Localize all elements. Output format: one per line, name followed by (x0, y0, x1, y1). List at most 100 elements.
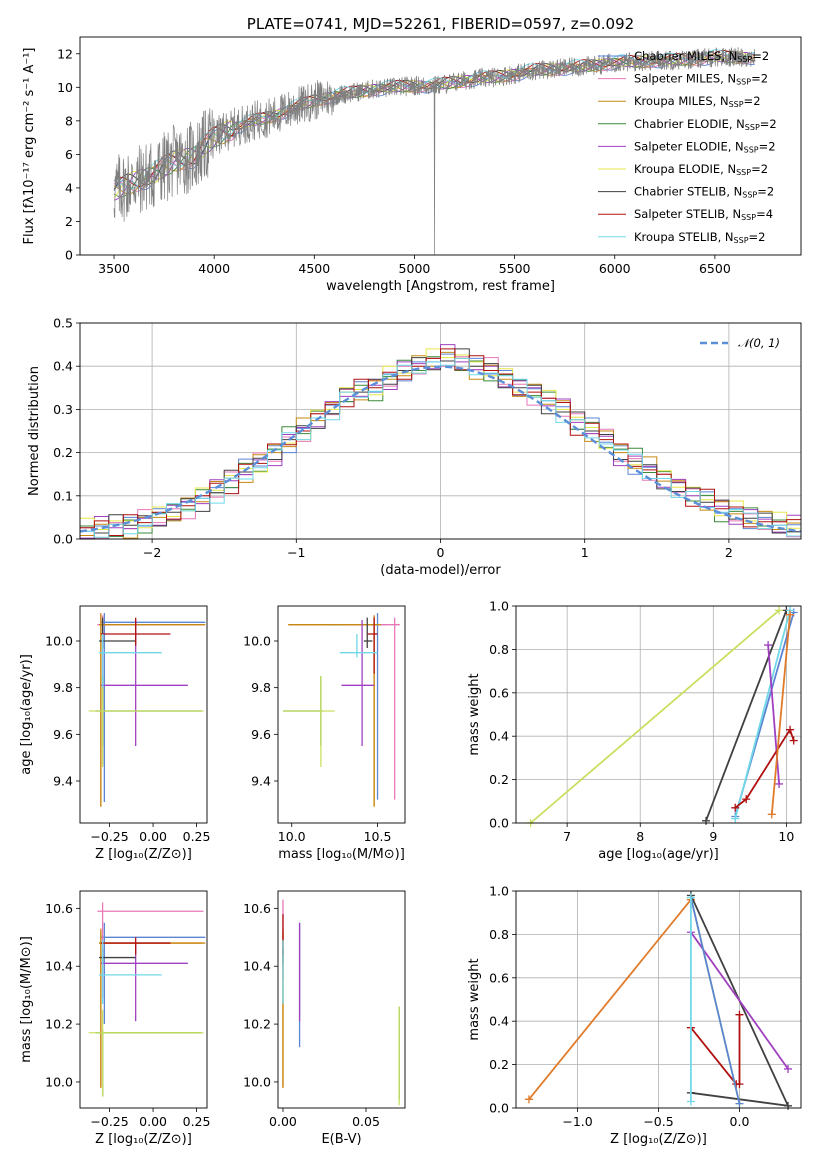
plot-area (89, 613, 206, 807)
y-tick-label: 0.0 (489, 816, 509, 831)
x-tick-label: 0.25 (183, 1114, 211, 1129)
y-tick-label: 2 (65, 214, 73, 229)
y-axis-label: age [log₁₀(age/yr)] (19, 654, 34, 775)
y-tick-label: 8 (65, 113, 73, 128)
legend-model-name: Chabrier ELODIE (634, 117, 729, 131)
x-tick-label: 0.05 (352, 1114, 380, 1129)
y-axis-label: mass [log₁₀(M/M⊙)] (19, 936, 34, 1063)
y-tick-label: 9.6 (53, 727, 73, 742)
legend-nssp-subscript: SSP (734, 236, 749, 245)
y-tick-label: 10.0 (243, 634, 271, 649)
x-tick-label: 0.00 (269, 1114, 297, 1129)
x-tick-label: 1 (581, 545, 589, 560)
x-axis-label: mass [log₁₀(M/M⊙)] (278, 847, 405, 862)
y-tick-label: 0.4 (53, 359, 73, 374)
series-marker (790, 737, 798, 745)
legend-entry: Salpeter STELIB, NSSP=4 (634, 207, 773, 222)
x-axis-label: (data-model)/error (380, 563, 501, 578)
plot-area (283, 613, 400, 807)
mass-vs-metallicity-panel: −0.25 0.00 0.2510.010.210.410.6Z [log₁₀(Z/… (19, 891, 210, 1147)
legend-nssp-value: 2 (762, 49, 769, 63)
legend-nssp-prefix: , N (720, 162, 736, 176)
legend-equals: = (752, 49, 762, 63)
legend-entry: Kroupa ELODIE, NSSP=2 (634, 162, 768, 177)
legend-nssp-value: 2 (758, 230, 765, 244)
x-tick-label: −1 (287, 545, 305, 560)
y-tick-label: 0.6 (489, 685, 509, 700)
x-axis-label: E(B-V) (321, 1132, 361, 1147)
legend-equals: = (749, 230, 759, 244)
y-tick-label: 0.4 (489, 1014, 509, 1029)
x-tick-label: 0.0 (730, 1114, 750, 1129)
x-tick-label: 5500 (499, 261, 531, 276)
plot-area (283, 900, 399, 1105)
x-tick-label: −0.25 (90, 829, 128, 844)
legend-nssp-subscript: SSP (744, 145, 759, 154)
axes-frame (80, 606, 207, 823)
y-tick-label: 10.2 (243, 1017, 271, 1032)
y-tick-label: 10 (57, 80, 73, 95)
y-tick-label: 12 (57, 46, 73, 61)
x-tick-label: −1.0 (562, 1114, 592, 1129)
figure: 3500 4000 4500 5000 5500 6000 6500024681012wav… (0, 0, 819, 1170)
y-tick-label: 0 (65, 248, 73, 263)
legend-nssp-value: 2 (768, 139, 775, 153)
x-tick-label: 5000 (399, 261, 431, 276)
series-marker (735, 1100, 743, 1108)
legend-equals: = (751, 72, 761, 86)
y-tick-label: 4 (65, 180, 73, 195)
y-tick-label: 10.2 (45, 1017, 73, 1032)
x-tick-label: 0 (437, 545, 445, 560)
legend-model-name: Salpeter MILES (634, 72, 720, 86)
legend-nssp-value: 2 (769, 117, 776, 131)
legend-equals: = (760, 117, 770, 131)
spectrum-panel: 3500 4000 4500 5000 5500 6000 6500024681012wav… (22, 15, 801, 294)
legend-nssp-subscript: SSP (741, 213, 756, 222)
x-tick-label: 10.5 (364, 829, 392, 844)
x-axis-label: Z [log₁₀(Z/Z⊙)] (95, 1132, 192, 1147)
legend-model-name: Chabrier STELIB (634, 185, 726, 199)
y-tick-label: 10.0 (45, 634, 73, 649)
y-tick-label: 10.4 (45, 959, 73, 974)
legend-nssp-value: 2 (761, 72, 768, 86)
y-axis-label: Flux [fλ10⁻¹⁷ erg cm⁻² s⁻¹ A⁻¹] (22, 48, 37, 245)
x-tick-label: 2 (725, 545, 733, 560)
legend-equals: = (757, 185, 767, 199)
legend-nssp-prefix: , N (721, 49, 737, 63)
legend-model-name: Chabrier MILES (634, 49, 721, 63)
x-tick-label: 9 (709, 829, 717, 844)
legend-equals: = (756, 207, 766, 221)
legend-entry: Kroupa STELIB, NSSP=2 (634, 230, 766, 245)
legend-entry: Salpeter MILES, NSSP=2 (634, 72, 768, 87)
series-line (735, 730, 794, 808)
legend-model-name: Salpeter ELODIE (634, 139, 728, 153)
axes-frame (278, 606, 405, 823)
legend-nssp-prefix: , N (718, 230, 734, 244)
y-tick-label: 1.0 (489, 599, 509, 614)
y-tick-label: 0.2 (489, 772, 509, 787)
legend-nssp-prefix: , N (728, 139, 744, 153)
plot-area (89, 903, 206, 1097)
x-tick-label: 0.00 (139, 1114, 167, 1129)
legend-nssp-value: 2 (753, 94, 760, 108)
legend-nssp-prefix: , N (726, 185, 742, 199)
x-tick-label: −2 (143, 545, 161, 560)
y-tick-label: 9.8 (251, 680, 271, 695)
x-tick-label: 6000 (599, 261, 631, 276)
y-tick-label: 0.0 (489, 1101, 509, 1116)
legend-equals: = (759, 139, 769, 153)
legend-nssp-subscript: SSP (745, 123, 760, 132)
x-axis-label: age [log₁₀(age/yr)] (598, 847, 719, 862)
series-marker (775, 780, 783, 788)
series-marker (768, 810, 776, 818)
y-tick-label: 0.0 (53, 532, 73, 547)
legend-equals: = (744, 94, 754, 108)
y-tick-label: 0.2 (489, 1057, 509, 1072)
legend-equals: = (751, 162, 761, 176)
legend-entry: 𝒩(0, 1) (738, 336, 780, 350)
y-tick-label: 9.4 (251, 774, 271, 789)
axes-frame (80, 891, 207, 1108)
mass-vs-ebv-panel: 0.00 0.05 10.0 10.2 10.4 10.6 E(B-V) (243, 891, 405, 1147)
series-marker (764, 641, 772, 649)
series-marker (735, 1011, 743, 1019)
